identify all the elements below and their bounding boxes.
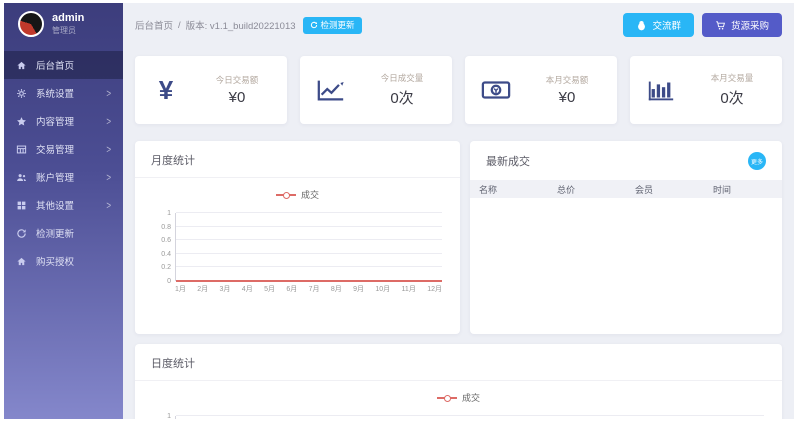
stat-card-label: 今日交易额	[215, 75, 259, 85]
purchase-source-label: 货源采购	[730, 21, 769, 32]
stat-card: ¥ 今日交易额 ¥0	[135, 56, 287, 124]
sidebar-item-label: 后台首页	[36, 61, 75, 72]
yen-icon: ¥	[158, 74, 174, 105]
sidebar-item-label: 系统设置	[36, 89, 75, 100]
stat-card: 今日成交量 0次	[300, 56, 452, 124]
monthly-chart: 0 0.2 0.4 0.6 0.8 1 1月 2月 3月 4月 5月 6月 7月 8月 9月 10月 11月 1…	[135, 201, 460, 294]
main-content: 后台首页 / 版本: v1.1_build20221013 检测更新 交流群 货…	[123, 13, 794, 419]
sidebar-item-label: 账户管理	[36, 173, 75, 184]
sidebar-item-label: 检测更新	[36, 229, 75, 240]
banknote-icon	[465, 77, 527, 103]
gear-icon	[16, 88, 27, 99]
sidebar-item-label: 其他设置	[36, 201, 75, 212]
stat-card-value: ¥0	[228, 89, 246, 106]
user-block[interactable]: admin 管理员	[4, 3, 123, 47]
sidebar-item-users[interactable]: 账户管理 >	[4, 163, 123, 191]
stat-card-value: ¥0	[558, 89, 576, 106]
latest-deals-panel: 最新成交 更多 名称 总价 会员 时间	[470, 141, 782, 334]
stat-card-value: 0次	[390, 90, 414, 107]
grid-icon	[16, 200, 27, 211]
legend-line-marker-icon	[436, 394, 457, 402]
check-update-badge[interactable]: 检测更新	[302, 16, 362, 34]
monthly-legend[interactable]: 成交	[135, 188, 460, 201]
chevron-right-icon: >	[106, 86, 111, 100]
column-header: 时间	[713, 184, 732, 195]
stat-card-label: 今日成交量	[380, 73, 424, 83]
daily-legend-label: 成交	[461, 393, 480, 403]
user-role: 管理员	[52, 26, 76, 35]
app-window: admin 管理员 后台首页 > 系统设置 > 内容管理 > 交易管理 > 账户…	[4, 3, 794, 419]
sidebar-item-label: 购买授权	[36, 257, 75, 268]
sidebar-item-gear[interactable]: 系统设置 >	[4, 79, 123, 107]
sidebar-item-table[interactable]: 交易管理 >	[4, 135, 123, 163]
sidebar-item-auth[interactable]: 购买授权 >	[4, 247, 123, 275]
stat-card-label: 本月交易额	[545, 75, 589, 85]
chevron-right-icon: >	[106, 198, 111, 212]
latest-table-header: 名称 总价 会员 时间	[470, 180, 782, 198]
refresh-icon	[16, 228, 27, 239]
monthly-legend-label: 成交	[300, 190, 319, 200]
stat-card: 本月交易额 ¥0	[465, 56, 617, 124]
chevron-right-icon: >	[106, 142, 111, 156]
monthly-panel-title: 月度统计	[135, 141, 460, 178]
star-icon	[16, 116, 27, 127]
sidebar-item-label: 内容管理	[36, 117, 75, 128]
column-header: 总价	[557, 184, 576, 195]
panels-row: 月度统计 成交 0 0.2 0.4 0.6 0.8 1 1月 2月 3月 4月 5月 6月 7月 8月 9…	[135, 141, 782, 334]
topbar: 后台首页 / 版本: v1.1_build20221013 检测更新 交流群 货…	[135, 13, 782, 37]
version-label: 版本: v1.1_build20221013	[185, 21, 296, 32]
daily-stats-panel: 日度统计 成交 00.20.40.60.81	[135, 344, 782, 419]
breadcrumb-home[interactable]: 后台首页	[135, 21, 174, 32]
stat-card-label: 本月交易量	[710, 73, 754, 83]
stat-card-value: 0次	[720, 90, 744, 107]
cart-icon	[716, 20, 725, 29]
qq-icon	[638, 20, 646, 30]
stat-cards: ¥ 今日交易额 ¥0 今日成交量 0次 本月交易额 ¥0 本月交易量 0次	[135, 56, 782, 124]
chevron-right-icon: >	[106, 170, 111, 184]
qq-group-label: 交流群	[652, 21, 681, 32]
breadcrumb-separator: /	[178, 19, 181, 31]
auth-icon	[16, 256, 27, 267]
column-header: 会员	[635, 184, 654, 195]
trend-icon	[300, 77, 362, 103]
more-badge[interactable]: 更多	[748, 152, 766, 170]
users-icon	[16, 172, 27, 183]
monthly-chart-xlabels: 1月 2月 3月 4月 5月 6月 7月 8月 9月 10月 11月 12月	[175, 286, 442, 293]
legend-line-marker-icon	[275, 191, 296, 199]
sidebar: admin 管理员 后台首页 > 系统设置 > 内容管理 > 交易管理 > 账户…	[4, 3, 123, 419]
breadcrumb: 后台首页 / 版本: v1.1_build20221013	[135, 18, 296, 33]
home-icon	[16, 60, 27, 71]
daily-chart-plot: 00.20.40.60.81	[167, 413, 764, 419]
daily-legend[interactable]: 成交	[135, 391, 782, 404]
avatar	[18, 11, 44, 37]
user-name: admin	[52, 12, 85, 24]
stat-card: 本月交易量 0次	[630, 56, 782, 124]
monthly-chart-plot: 0 0.2 0.4 0.6 0.8 1	[161, 210, 442, 285]
sidebar-item-home[interactable]: 后台首页 >	[4, 51, 123, 79]
sidebar-item-label: 交易管理	[36, 145, 75, 156]
refresh-icon	[310, 21, 317, 29]
daily-chart: 00.20.40.60.81	[135, 404, 782, 419]
topbar-buttons: 交流群 货源采购	[623, 13, 782, 37]
barchart-icon	[630, 77, 692, 103]
sidebar-item-refresh[interactable]: 检测更新 >	[4, 219, 123, 247]
check-update-label: 检测更新	[320, 20, 355, 30]
qq-group-button[interactable]: 交流群	[623, 13, 694, 37]
chevron-right-icon: >	[106, 114, 111, 128]
sidebar-item-grid[interactable]: 其他设置 >	[4, 191, 123, 219]
sidebar-menu: 后台首页 > 系统设置 > 内容管理 > 交易管理 > 账户管理 > 其他设置 …	[4, 51, 123, 275]
column-header: 名称	[479, 184, 498, 195]
purchase-source-button[interactable]: 货源采购	[701, 13, 782, 37]
sidebar-item-star[interactable]: 内容管理 >	[4, 107, 123, 135]
table-icon	[16, 144, 27, 155]
daily-panel-title: 日度统计	[135, 344, 782, 381]
latest-panel-title: 最新成交	[486, 156, 530, 168]
monthly-stats-panel: 月度统计 成交 0 0.2 0.4 0.6 0.8 1 1月 2月 3月 4月 5月 6月 7月 8月 9…	[135, 141, 460, 334]
